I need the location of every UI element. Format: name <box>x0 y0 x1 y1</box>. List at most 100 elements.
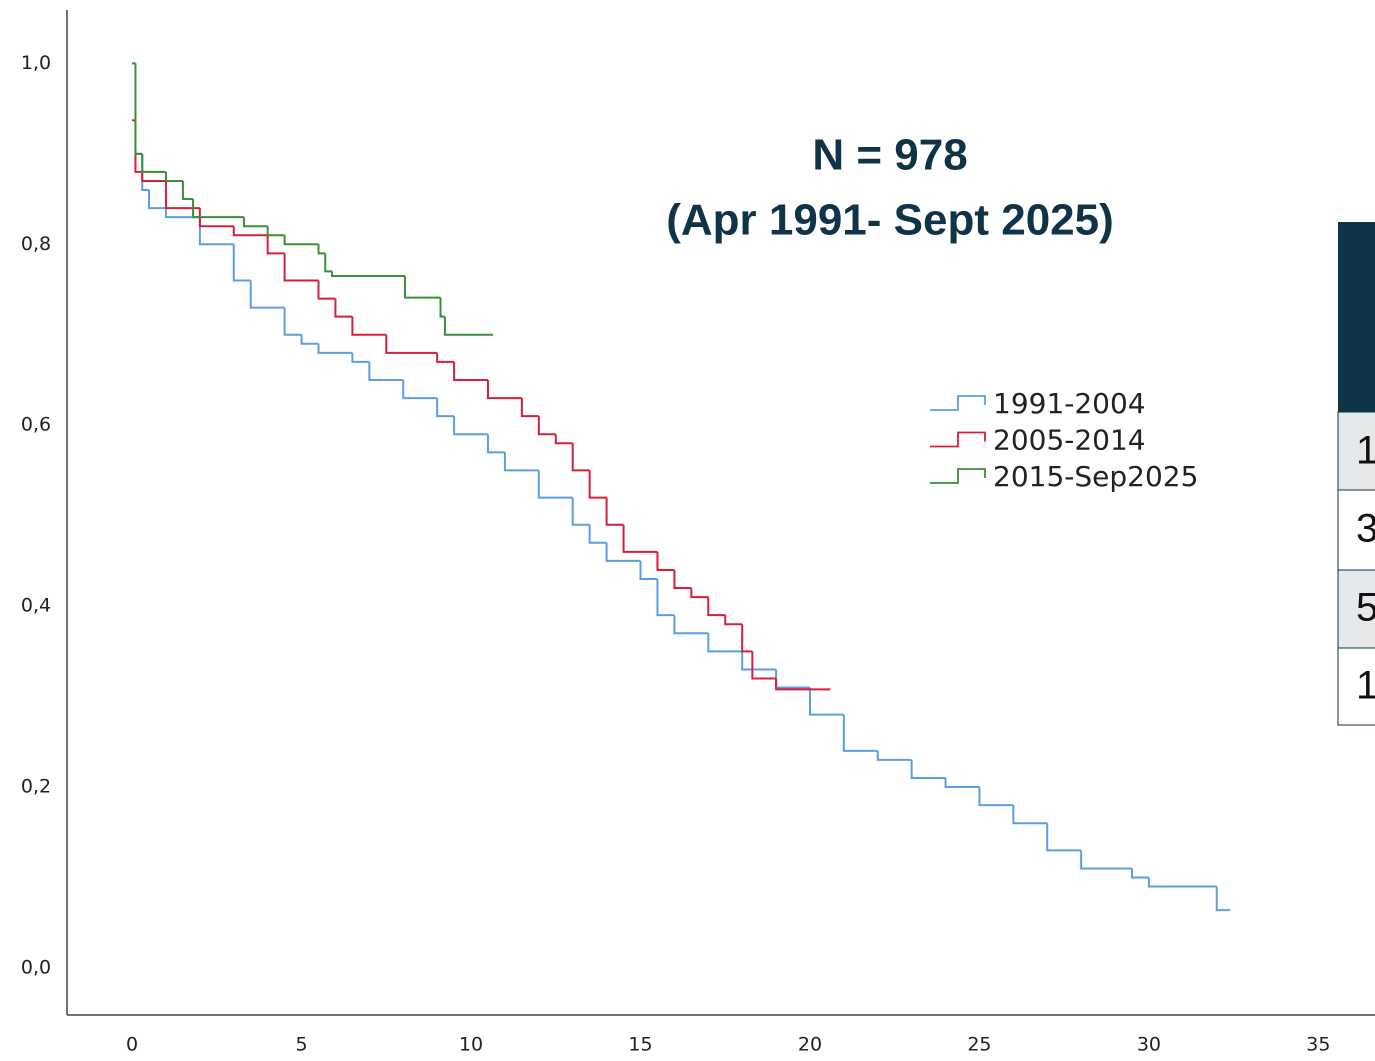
survival-step <box>537 416 556 436</box>
survival-step <box>334 298 353 318</box>
survival-step <box>605 497 624 526</box>
survival-step <box>242 217 268 228</box>
survival-step <box>571 443 590 472</box>
survival-step <box>300 334 319 345</box>
x-tick-label: 10 <box>459 1034 483 1056</box>
survival-step <box>148 190 166 210</box>
survival-step <box>751 651 777 680</box>
survival-step <box>351 316 387 336</box>
legend-swatch <box>930 431 986 448</box>
survival-step <box>571 497 590 526</box>
survival-step <box>520 398 539 418</box>
survival-step <box>1130 868 1149 879</box>
survival-step <box>673 569 692 590</box>
x-tick-label: 25 <box>967 1034 991 1056</box>
survival-step <box>639 560 658 580</box>
survival-step <box>351 352 370 363</box>
table-row <box>1337 647 1375 726</box>
survival-step <box>486 434 505 454</box>
survival-step <box>141 171 166 182</box>
survival-step <box>486 379 522 400</box>
survival-step <box>622 524 658 553</box>
survival-step <box>588 470 607 499</box>
table-header <box>1338 222 1375 412</box>
survival-step <box>266 235 285 255</box>
survival-step <box>554 434 573 445</box>
legend-swatch <box>930 395 986 411</box>
survival-step <box>317 343 353 354</box>
x-tick-label: 5 <box>296 1034 308 1056</box>
survival-step <box>283 307 302 336</box>
survival-step <box>537 470 573 499</box>
survival-step <box>741 624 753 653</box>
survival-step <box>656 578 675 617</box>
survival-step <box>232 244 251 282</box>
table-cell: 1 <box>1356 664 1375 708</box>
table-cell: 5 <box>1356 586 1375 630</box>
survival-step <box>439 297 445 318</box>
legend-swatch <box>930 468 986 484</box>
x-tick-label: 20 <box>798 1034 822 1056</box>
survival-step <box>503 452 539 472</box>
survival-step <box>724 615 743 626</box>
survival-step <box>164 171 183 182</box>
survival-step <box>403 275 441 299</box>
survival-step <box>944 777 980 789</box>
legend-label: 1991-2004 <box>993 387 1146 420</box>
survival-step <box>266 226 285 237</box>
survival-step <box>588 524 607 544</box>
survival-step <box>436 398 455 418</box>
survival-step <box>707 597 726 617</box>
survival-step <box>331 271 405 277</box>
survival-step <box>134 63 143 155</box>
table: 1 3 5 1 <box>1337 222 1375 726</box>
survival-step <box>1080 850 1132 870</box>
survival-step <box>385 334 438 354</box>
legend-label: 2015-Sep2025 <box>993 460 1198 493</box>
survival-step <box>673 615 709 635</box>
survival-step <box>1046 823 1082 852</box>
x-tick-label: 30 <box>1137 1034 1161 1056</box>
survival-step <box>134 120 143 173</box>
survival-step <box>324 253 333 273</box>
survival-step <box>283 235 319 246</box>
survival-step <box>368 361 404 381</box>
y-tick-label: 0,4 <box>21 595 51 617</box>
x-tick-label: 0 <box>126 1034 138 1056</box>
survival-step <box>249 280 285 309</box>
legend-label: 2005-2014 <box>993 424 1146 457</box>
survival-step <box>164 208 200 219</box>
survival-step <box>690 588 709 599</box>
survival-step <box>1012 805 1048 825</box>
survival-step <box>192 199 244 219</box>
y-tick-label: 0,6 <box>21 414 51 436</box>
survival-step <box>707 633 743 653</box>
survival-step <box>842 714 878 752</box>
y-tick-label: 0,0 <box>21 956 51 978</box>
survival-step <box>198 208 234 228</box>
survival-step <box>283 253 319 282</box>
survival-step <box>741 651 777 671</box>
annotation: N = 978 <box>812 131 967 180</box>
survival-step <box>656 551 675 571</box>
survival-step <box>453 416 488 436</box>
y-tick-label: 0,8 <box>21 233 51 255</box>
survival-step <box>402 379 438 400</box>
survival-step <box>1147 877 1217 888</box>
survival-step <box>443 316 494 336</box>
survival-step <box>181 180 194 201</box>
survival-step <box>876 750 912 761</box>
survival-step <box>775 678 831 691</box>
survival-step <box>436 352 455 363</box>
table-row <box>1337 411 1375 491</box>
survival-step <box>453 361 488 381</box>
survival-step <box>317 244 326 255</box>
survival-step <box>1215 886 1231 912</box>
survival-step <box>775 669 810 689</box>
survival-step <box>134 63 143 155</box>
survival-step <box>198 217 234 246</box>
x-tick-label: 35 <box>1306 1034 1330 1056</box>
survival-step <box>808 687 844 716</box>
x-tick-label: 15 <box>628 1034 652 1056</box>
